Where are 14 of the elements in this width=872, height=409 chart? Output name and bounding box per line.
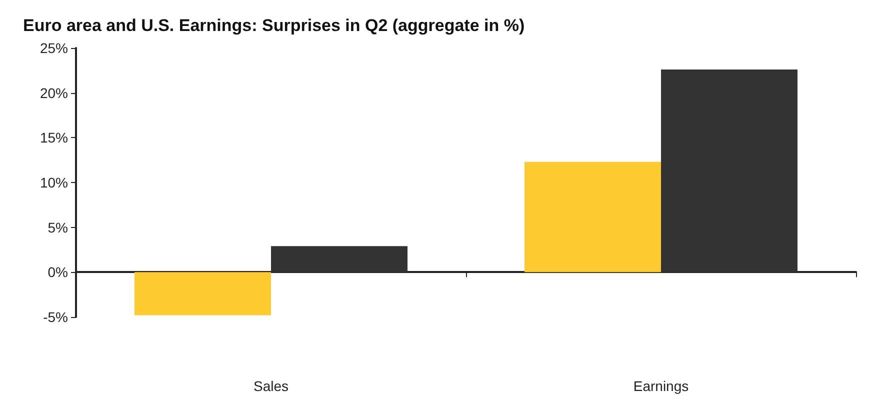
y-tick-label: 20% xyxy=(40,84,68,101)
x-tick-label: Earnings xyxy=(633,378,689,394)
x-tick-label: Sales xyxy=(253,378,289,394)
y-tick-label: 10% xyxy=(40,174,68,190)
chart-title: Euro area and U.S. Earnings: Surprises in Q2 (aggregate in %) xyxy=(23,16,525,35)
y-tick-label: 25% xyxy=(40,40,68,56)
y-tick-label: 5% xyxy=(48,219,68,236)
bar xyxy=(134,272,271,316)
y-tick-label: -5% xyxy=(43,309,68,325)
y-tick-label: 0% xyxy=(48,264,68,280)
bar xyxy=(271,246,408,272)
y-tick-label: 15% xyxy=(40,130,68,146)
bar xyxy=(661,70,798,272)
bar xyxy=(524,162,661,272)
